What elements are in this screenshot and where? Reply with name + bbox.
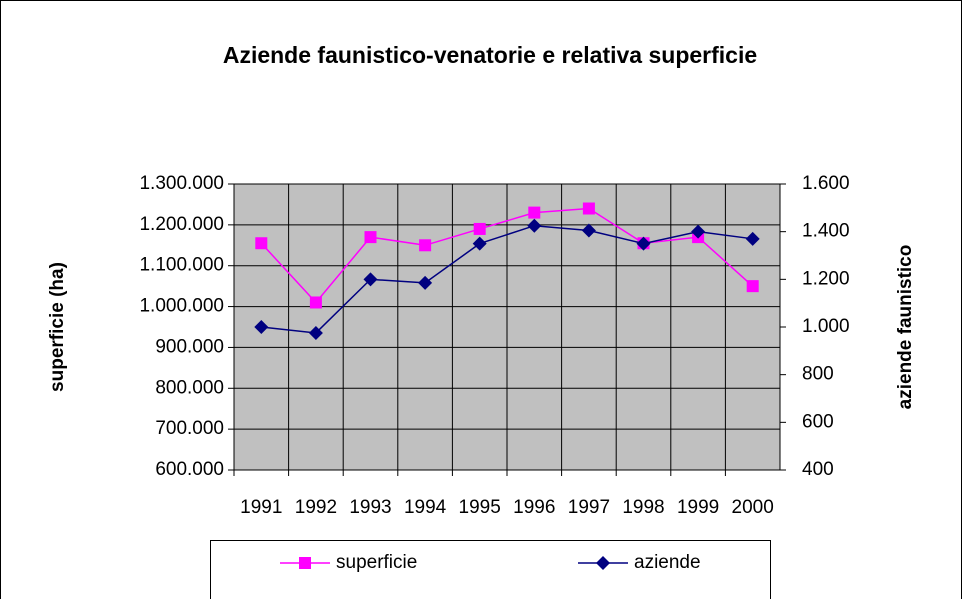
- y2-tick-label: 1.000: [802, 316, 850, 337]
- marker: [746, 280, 759, 293]
- legend-marker: [596, 556, 610, 570]
- x-tick-label: 2000: [732, 497, 774, 518]
- marker: [473, 222, 486, 235]
- y2-tick-label: 800: [802, 364, 834, 385]
- marker: [419, 239, 432, 252]
- x-tick-label: 1991: [240, 497, 282, 518]
- y2-axis-title: aziende faunistico: [895, 245, 916, 410]
- line: [261, 224, 753, 334]
- marker: [364, 231, 377, 244]
- x-tick-label: 1997: [568, 497, 610, 518]
- chart-title: Aziende faunistico-venatorie e relativa …: [223, 42, 757, 68]
- y-tick-label: 700.000: [155, 418, 224, 439]
- marker: [363, 272, 378, 287]
- x-tick-label: 1993: [349, 497, 391, 518]
- y2-tick-label: 600: [802, 411, 834, 432]
- marker: [527, 218, 542, 233]
- y2-tick-label: 1.200: [802, 268, 850, 289]
- marker: [472, 236, 487, 251]
- marker: [691, 224, 706, 239]
- y-tick-label: 600.000: [155, 459, 224, 480]
- marker: [418, 275, 433, 290]
- legend-label: aziende: [634, 552, 701, 573]
- x-tick-label: 1998: [622, 497, 664, 518]
- legend-marker: [299, 557, 311, 569]
- marker: [255, 237, 268, 250]
- marker: [309, 296, 322, 309]
- y-tick-label: 1.100.000: [139, 255, 224, 276]
- y-tick-label: 1.000.000: [139, 296, 224, 317]
- x-tick-label: 1996: [513, 497, 555, 518]
- marker: [254, 320, 269, 334]
- legend-box: [210, 540, 771, 599]
- y-tick-label: 800.000: [155, 377, 224, 398]
- y2-tick-label: 1.600: [802, 173, 850, 194]
- x-tick-label: 1992: [295, 497, 337, 518]
- y2-tick-label: 400: [802, 459, 834, 480]
- y-tick-label: 1.300.000: [139, 173, 224, 194]
- marker: [308, 325, 323, 340]
- x-tick-label: 1994: [404, 497, 447, 518]
- legend-label: superficie: [336, 552, 417, 573]
- y2-tick-label: 1.400: [802, 221, 850, 242]
- marker: [582, 202, 595, 215]
- y-tick-label: 1.200.000: [139, 214, 224, 235]
- y-tick-label: 900.000: [155, 336, 224, 357]
- x-tick-label: 1999: [677, 497, 719, 518]
- line: [260, 207, 754, 304]
- marker: [528, 206, 541, 219]
- y-axis-title: superficie (ha): [47, 262, 68, 392]
- marker: [745, 231, 760, 246]
- x-tick-label: 1995: [459, 497, 501, 518]
- marker: [636, 236, 651, 251]
- marker: [581, 223, 596, 238]
